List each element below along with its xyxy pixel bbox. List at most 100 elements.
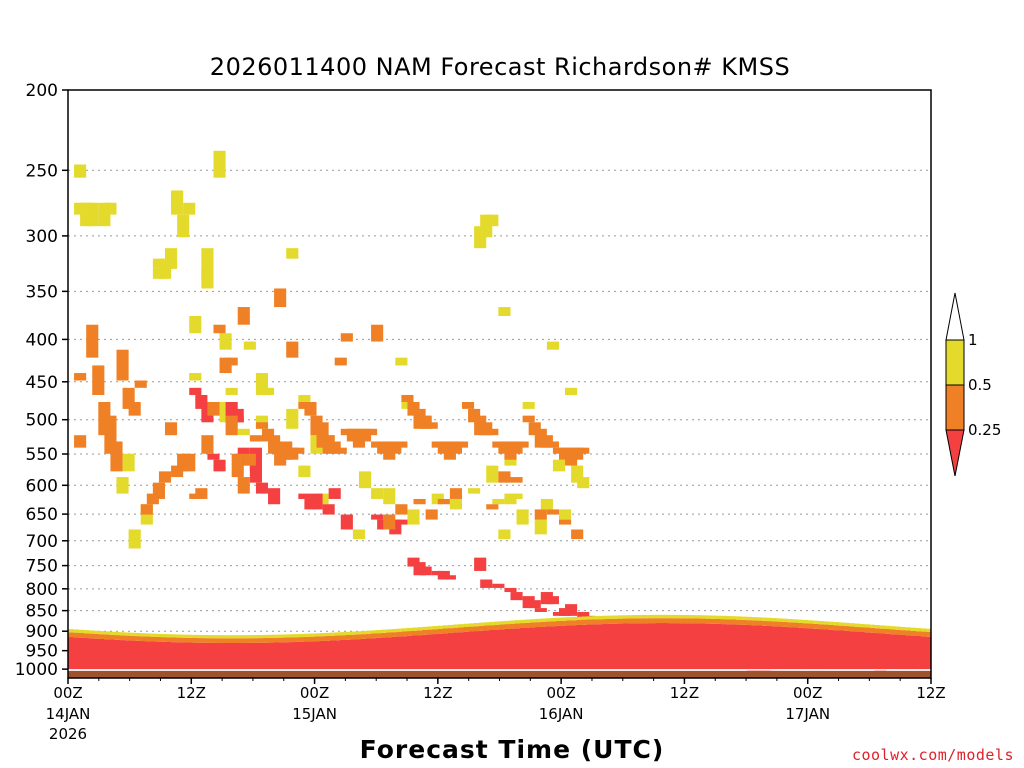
pbl-orange-cell <box>329 635 336 641</box>
pbl-orange-cell <box>889 629 896 635</box>
pbl-yellow-cell <box>802 619 809 624</box>
pbl-red-cell <box>581 624 588 671</box>
pbl-orange-cell <box>540 621 547 627</box>
heatmap-cell <box>407 509 420 525</box>
pbl-orange-cell <box>160 637 167 642</box>
pbl-yellow-cell <box>838 622 845 626</box>
pbl-orange-cell <box>278 637 285 643</box>
credit-link[interactable]: coolwx.com/models <box>852 746 1014 764</box>
pbl-orange-cell <box>751 620 757 626</box>
heatmap-cell <box>534 608 547 612</box>
pbl-yellow-cell <box>340 632 346 636</box>
pbl-yellow-cell <box>371 630 377 634</box>
pbl-red-cell <box>206 642 213 671</box>
pbl-yellow-cell <box>489 621 495 626</box>
heatmap-cell <box>516 441 529 448</box>
pbl-orange-cell <box>422 630 429 635</box>
pbl-yellow-cell <box>812 620 819 624</box>
pbl-yellow-cell <box>309 633 316 637</box>
pbl-red-cell <box>509 628 516 671</box>
heatmap-cell <box>413 498 426 505</box>
y-tick-label-200: 200 <box>26 81 58 101</box>
heatmap-cell <box>395 441 408 448</box>
pbl-yellow-cell <box>627 615 634 619</box>
pbl-orange-cell <box>93 633 100 639</box>
heatmap-cell <box>486 504 499 510</box>
y-tick-label-250: 250 <box>26 161 58 181</box>
pbl-yellow-cell <box>124 632 131 636</box>
pbl-red-cell <box>88 638 95 671</box>
pbl-orange-cell <box>869 627 875 633</box>
pbl-orange-cell <box>155 636 161 642</box>
pbl-yellow-cell <box>586 616 593 620</box>
pbl-yellow-cell <box>607 615 614 619</box>
pbl-orange-cell <box>545 621 552 627</box>
pbl-red-cell <box>905 635 911 671</box>
pbl-orange-cell <box>463 627 470 632</box>
y-tick-label-950: 950 <box>26 642 58 662</box>
pbl-red-cell <box>222 642 228 671</box>
pbl-yellow-cell <box>468 623 475 627</box>
pbl-yellow-cell <box>427 626 434 630</box>
pbl-red-cell <box>663 623 670 671</box>
legend-bottom-triangle <box>945 429 965 477</box>
pbl-yellow-cell <box>78 629 84 633</box>
pbl-orange-cell <box>915 631 922 637</box>
pbl-orange-cell <box>710 618 716 624</box>
pbl-red-cell <box>191 642 197 671</box>
pbl-red-cell <box>407 635 413 671</box>
pbl-orange-cell <box>88 633 95 639</box>
heatmap-cell <box>431 493 444 505</box>
heatmap-cell <box>207 453 220 460</box>
pbl-red-cell <box>648 623 655 671</box>
heatmap-cell <box>558 519 572 525</box>
pbl-yellow-cell <box>571 616 578 621</box>
pbl-orange-cell <box>283 637 290 643</box>
pbl-orange-cell <box>812 623 819 629</box>
pbl-orange-cell <box>252 638 259 643</box>
pbl-red-cell <box>797 627 804 671</box>
pbl-red-cell <box>181 642 187 671</box>
pbl-orange-cell <box>294 637 300 642</box>
heatmap-cell <box>116 477 129 494</box>
heatmap-cell <box>498 529 511 540</box>
heatmap-cell <box>177 214 190 238</box>
pbl-red-cell <box>720 624 727 671</box>
pbl-yellow-cell <box>288 634 295 638</box>
pbl-yellow-cell <box>258 634 264 639</box>
pbl-red-cell <box>448 632 454 671</box>
pbl-orange-cell <box>165 637 172 642</box>
pbl-red-cell <box>746 625 752 671</box>
pbl-yellow-cell <box>494 621 500 625</box>
heatmap-cell <box>286 248 299 259</box>
heatmap-cell <box>255 482 269 494</box>
pbl-yellow-cell <box>828 621 834 625</box>
pbl-yellow-cell <box>704 615 711 619</box>
pbl-red-cell <box>319 640 326 671</box>
x-tick-label: 00Z <box>546 684 575 702</box>
pbl-yellow-cell <box>335 632 341 636</box>
pbl-red-cell <box>453 632 459 671</box>
pbl-yellow-cell <box>915 628 922 632</box>
pbl-orange-cell <box>206 638 213 643</box>
pbl-orange-cell <box>859 627 865 632</box>
pbl-yellow-cell <box>771 618 778 622</box>
pbl-yellow-cell <box>766 617 773 622</box>
pbl-orange-cell <box>566 620 572 626</box>
pbl-orange-cell <box>442 628 449 634</box>
pbl-yellow-cell <box>920 628 927 632</box>
pbl-yellow-cell <box>73 629 79 633</box>
pbl-orange-cell <box>658 618 665 624</box>
pbl-red-cell <box>175 642 182 671</box>
pbl-orange-cell <box>335 635 341 641</box>
pbl-orange-cell <box>725 619 732 625</box>
pbl-orange-cell <box>468 626 475 632</box>
heatmap-cell <box>534 509 547 520</box>
pbl-red-cell <box>910 635 917 671</box>
pbl-orange-cell <box>448 628 454 633</box>
heatmap-cell <box>558 509 572 520</box>
pbl-red-cell <box>304 641 310 671</box>
pbl-yellow-cell <box>792 619 798 623</box>
heatmap-cell <box>546 341 559 350</box>
pbl-yellow-cell <box>746 616 752 621</box>
